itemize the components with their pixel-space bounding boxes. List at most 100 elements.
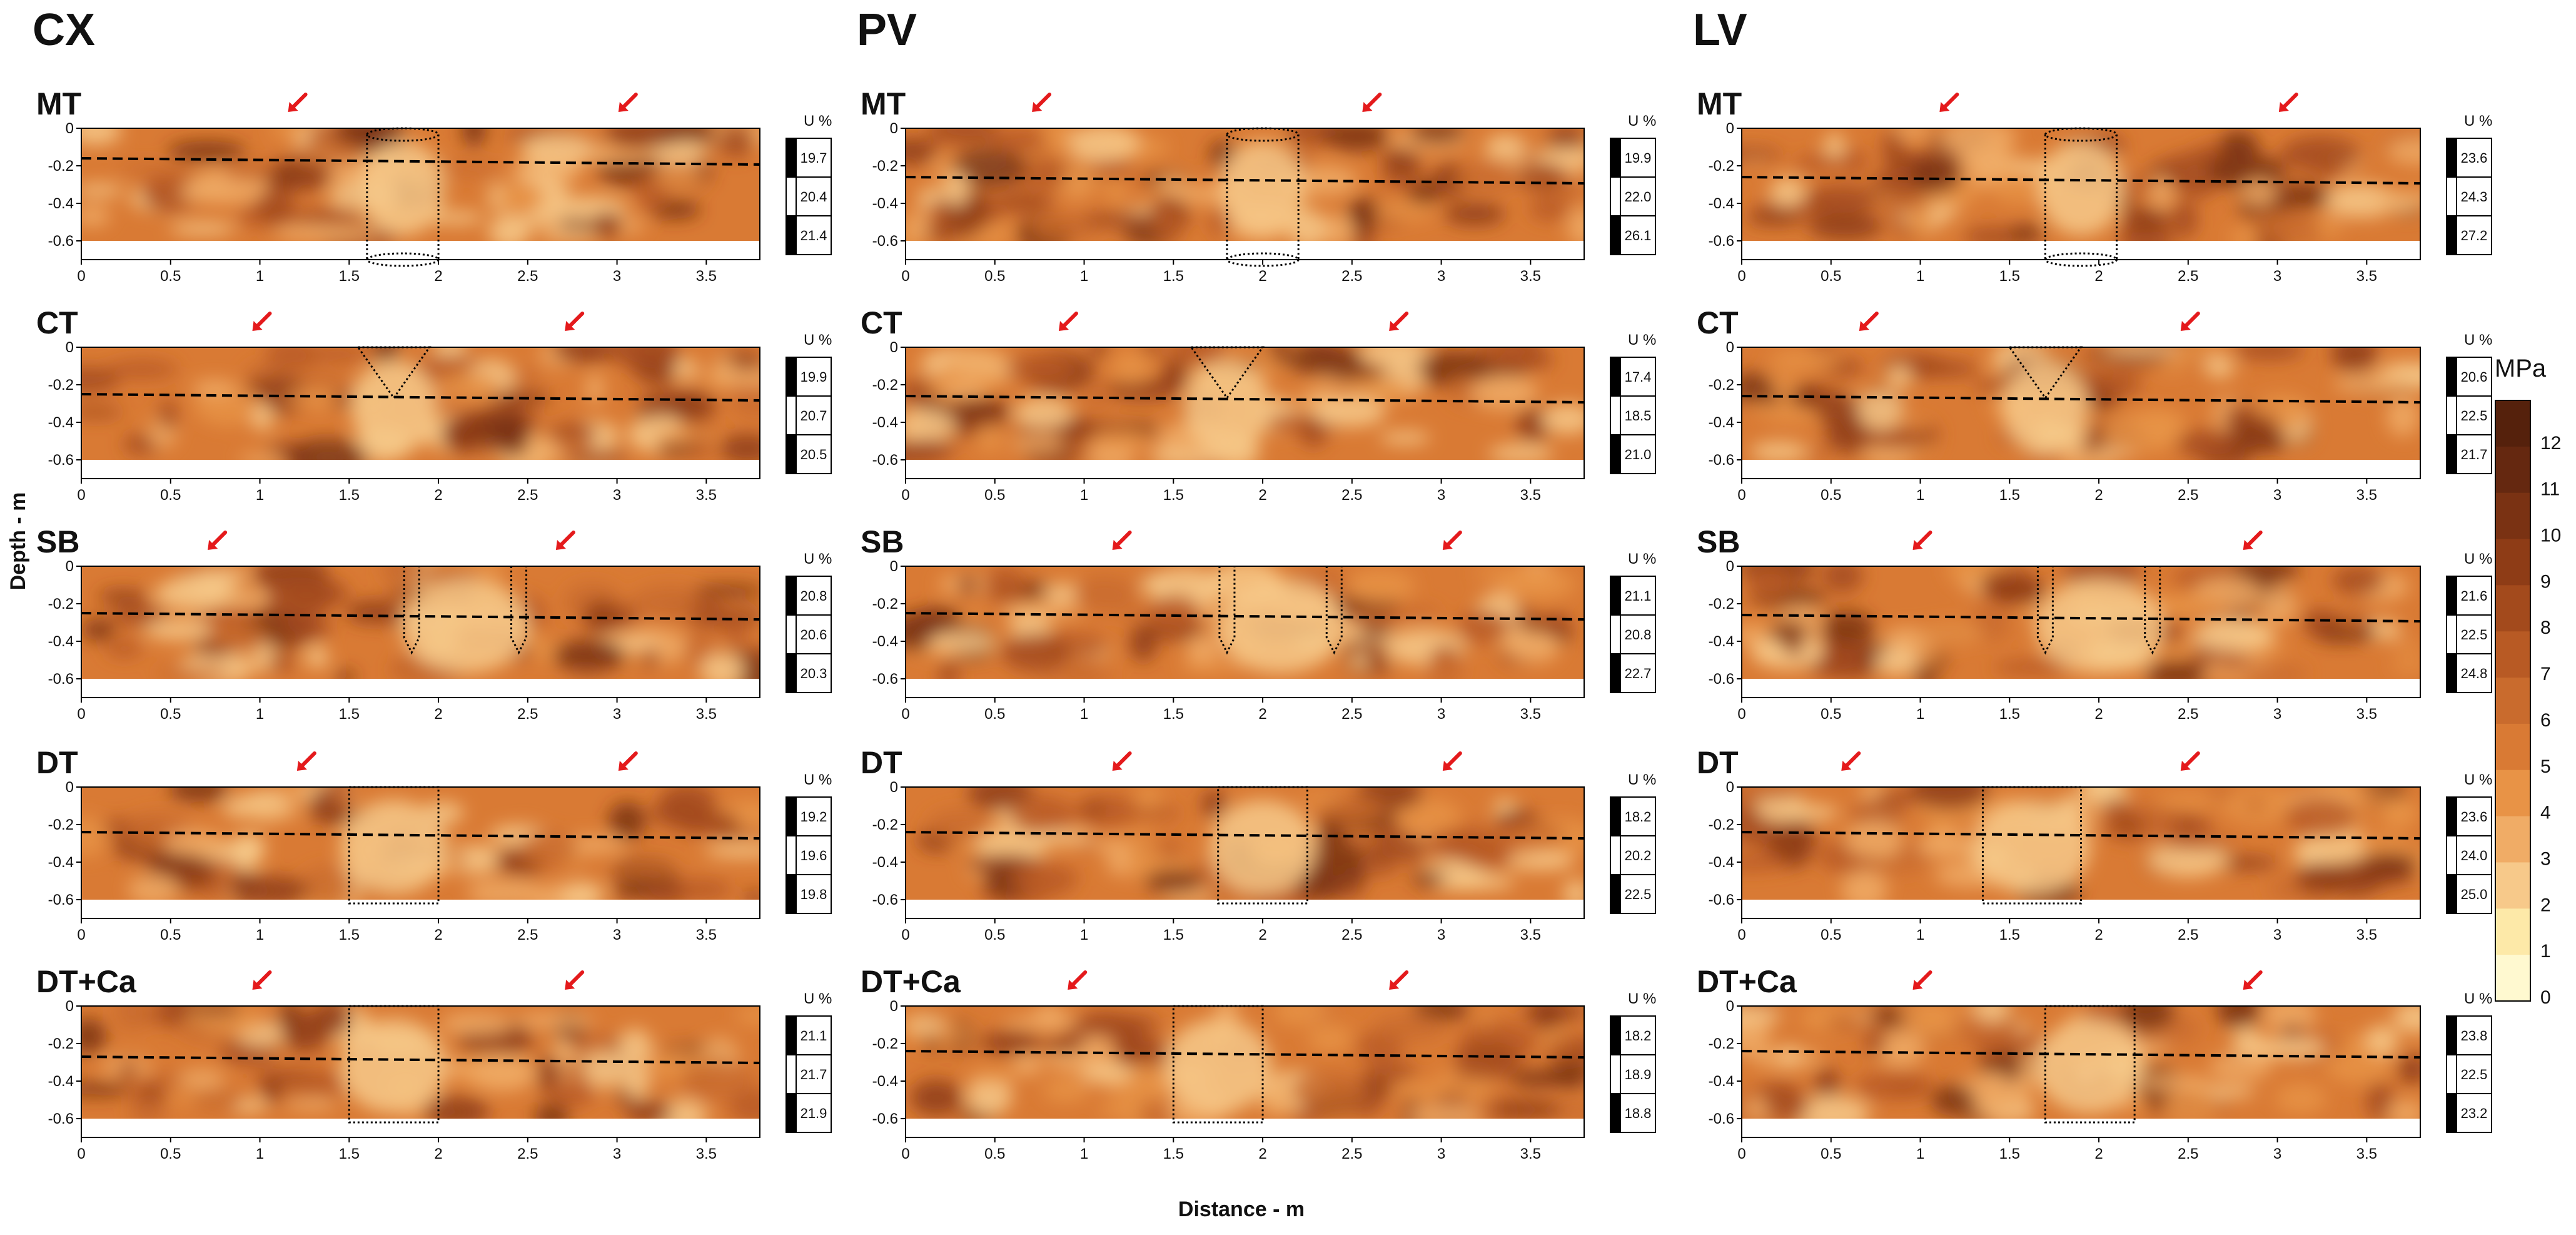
heatmap-cell [1769,621,1809,644]
heatmap-cell [401,579,530,674]
heatmap-cell [2107,810,2146,840]
plot-frame [81,128,760,260]
heatmap-cell [1010,435,1066,452]
heatmap-cell [667,390,716,421]
moisture-title: U % [2464,113,2492,130]
x-tick-label: 3.5 [1520,487,1541,504]
y-tick-label: -0.2 [1709,1035,1734,1052]
heatmap-cell [245,364,280,378]
moisture-value: 21.0 [1625,447,1652,462]
marker-arrow-head [1389,321,1400,331]
heatmap-cell [443,417,489,452]
x-tick-label: 2 [2094,1146,2103,1162]
heatmap-cell [1909,207,1934,238]
colorbar-tick-label: 1 [2540,941,2551,962]
moisture-cell [1620,434,1656,474]
box-outline [2044,1005,2136,1124]
x-tick-label: 1.5 [339,1146,360,1162]
heatmap-cell [1380,177,1420,190]
heatmap-cell [1887,365,1912,389]
heatmap-cell [1437,874,1516,890]
moisture-swatch [1610,434,1621,474]
x-tick-label: 2.5 [1341,706,1362,723]
heatmap-cell [1770,176,1806,207]
x-tick-label: 0.5 [1821,1146,1841,1162]
heatmap-cell [1916,1006,1977,1019]
moisture-swatch [2446,176,2457,216]
moisture-cell [2456,176,2492,216]
heatmap-cell [1043,1077,1089,1103]
heatmap-field [81,128,760,241]
x-tick-label: 2.5 [2178,487,2198,504]
heatmap-cell [545,424,600,440]
x-tick-label: 2.5 [2178,268,2198,285]
heatmap-cell [1423,829,1502,861]
x-tick-label: 0.5 [1821,927,1841,943]
moisture-swatch [785,614,797,654]
heatmap-cell [608,801,647,840]
heatmap-cell [2322,183,2400,218]
moisture-cell [1620,796,1656,836]
heatmap-cell [938,659,959,679]
y-tick-label: -0.6 [872,1110,898,1127]
heatmap-cell [1320,214,1356,241]
marker-arrow [1861,312,1879,329]
heatmap-cell [552,639,627,672]
moisture-swatch [2446,653,2457,693]
heatmap-cell [418,567,480,581]
heatmap-cell [1273,1006,1330,1026]
heatmap-cell [1071,440,1090,460]
heatmap-cell [1209,800,1316,895]
heatmap-cell [1129,806,1182,820]
moisture-value: 26.1 [1625,228,1652,243]
x-tick-label: 0 [901,268,909,285]
moisture-value: 20.8 [1625,627,1652,643]
heatmap-cell [1889,1078,1931,1100]
heatmap-cell [2365,1025,2398,1057]
colorbar-swatch [2495,492,2530,540]
heatmap-cell [2150,174,2173,210]
heatmap-cell [265,347,320,372]
heatmap-cell [2386,396,2420,437]
heatmap-cell [1186,633,1219,668]
heatmap-cell [1407,1104,1489,1119]
panel-label: DT [36,745,78,780]
heatmap-cell [567,449,628,460]
heatmap-cell [2112,368,2134,391]
heatmap-cell [719,128,755,158]
moisture-value: 18.9 [1625,1067,1652,1082]
heatmap-cell [969,1068,1018,1084]
heatmap-field [906,347,1584,460]
x-tick-label: 3 [613,487,621,504]
moisture-cell [2456,874,2492,914]
heatmap-cell [265,158,331,192]
heatmap-cell [1126,831,1154,865]
column-title-cx: CX [33,5,95,55]
heatmap-cell [435,372,500,404]
pin-outline [1325,566,1343,655]
cone-outline [2008,346,2083,400]
dashed-depth-line [81,1055,760,1064]
cylinder-outline [1226,252,1300,267]
heatmap-cell [1089,430,1151,450]
x-tick-label: 2.5 [517,487,538,504]
moisture-value: 21.4 [801,228,827,243]
heatmap-cell [1350,652,1369,670]
marker-arrow-head [288,102,298,112]
panel-label: CT [861,305,902,340]
x-tick-label: 1.5 [1999,1146,2020,1162]
y-tick-label: 0 [1726,998,1734,1015]
dashed-depth-line [81,831,760,840]
heatmap-cell [537,1055,561,1094]
heatmap-cell [469,1054,538,1092]
marker-arrow [1444,531,1462,548]
heatmap-cell [653,163,703,188]
heatmap-cell [730,379,760,417]
x-tick-label: 2 [434,706,442,723]
x-tick-label: 0.5 [984,487,1005,504]
heatmap-blobs [81,128,760,241]
heatmap-cell [1153,204,1181,241]
y-tick-label: -0.4 [872,195,898,212]
heatmap-cell [1904,1019,1961,1038]
moisture-swatch [785,215,797,255]
